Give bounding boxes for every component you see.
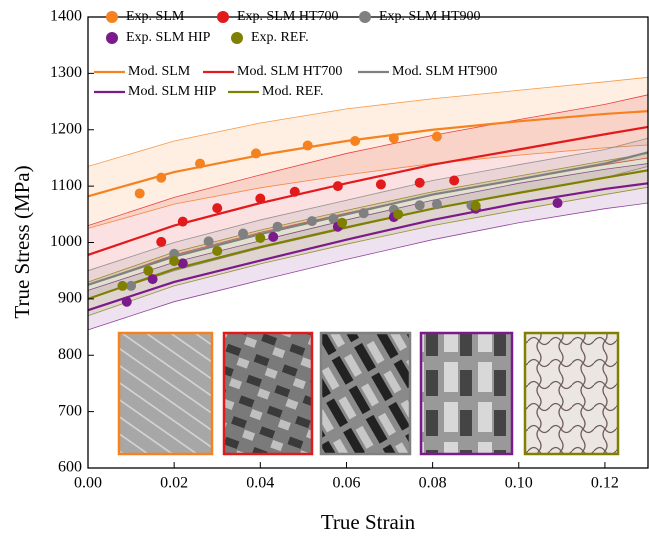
data-point	[415, 200, 425, 210]
x-axis-title: True Strain	[321, 510, 416, 534]
data-point	[178, 217, 188, 227]
legend-marker	[106, 11, 118, 23]
data-point	[122, 297, 132, 307]
y-tick-label: 700	[58, 402, 82, 419]
micrograph	[119, 333, 212, 454]
data-point	[471, 201, 481, 211]
data-point	[148, 274, 158, 284]
data-point	[307, 216, 317, 226]
y-tick-label: 1000	[50, 233, 82, 250]
x-tick-label: 0.00	[74, 475, 102, 492]
data-point	[432, 199, 442, 209]
legend-label: Mod. SLM HT900	[392, 64, 497, 79]
micrograph	[421, 333, 512, 454]
legend-label: Exp. SLM	[126, 9, 185, 24]
x-tick-label: 0.12	[591, 475, 619, 492]
y-tick-label: 600	[58, 459, 82, 476]
data-point	[238, 228, 248, 238]
x-tick-label: 0.06	[332, 475, 360, 492]
legend-label: Exp. REF.	[251, 30, 309, 45]
x-tick-label: 0.08	[419, 475, 447, 492]
y-tick-label: 900	[58, 290, 82, 307]
data-point	[449, 175, 459, 185]
legend-label: Exp. SLM HT900	[379, 9, 481, 24]
y-tick-label: 1400	[50, 8, 82, 25]
data-point	[359, 208, 369, 218]
data-point	[393, 209, 403, 219]
data-point	[156, 173, 166, 183]
micrograph	[525, 333, 618, 454]
x-tick-label: 0.04	[246, 475, 274, 492]
data-point	[195, 159, 205, 169]
chart: True Strain True Stress (MPa) 0.00 0.02 0.…	[0, 0, 649, 539]
x-tick-label: 0.02	[160, 475, 188, 492]
legend-marker	[106, 32, 118, 44]
data-point	[126, 281, 136, 291]
legend-label: Mod. SLM HT700	[237, 64, 342, 79]
plot	[88, 77, 648, 330]
legend-label: Mod. REF.	[262, 84, 324, 99]
data-point	[255, 233, 265, 243]
data-point	[268, 232, 278, 242]
micrograph	[224, 333, 312, 454]
legend-marker	[359, 11, 371, 23]
data-point	[432, 132, 442, 142]
data-point	[273, 222, 283, 232]
legend-label: Exp. SLM HT700	[237, 9, 339, 24]
y-tick-label: 1100	[51, 177, 82, 194]
micrographs	[119, 333, 618, 454]
data-point	[135, 188, 145, 198]
legend-label: Mod. SLM	[128, 64, 191, 79]
data-point	[290, 187, 300, 197]
data-point	[143, 266, 153, 276]
data-point	[251, 148, 261, 158]
data-point	[178, 258, 188, 268]
data-point	[204, 236, 214, 246]
data-point	[156, 237, 166, 247]
legend-label: Exp. SLM HIP	[126, 30, 211, 45]
legend-marker	[231, 32, 243, 44]
data-point	[350, 136, 360, 146]
y-tick-label: 1300	[50, 64, 82, 81]
data-point	[376, 179, 386, 189]
data-point	[337, 218, 347, 228]
data-point	[212, 246, 222, 256]
micrograph	[321, 333, 410, 454]
y-tick-label: 1200	[50, 120, 82, 137]
data-point	[117, 281, 127, 291]
legend-label: Mod. SLM HIP	[128, 84, 217, 99]
legend-marker	[217, 11, 229, 23]
data-point	[553, 198, 563, 208]
y-tick-label: 800	[58, 346, 82, 363]
data-point	[169, 256, 179, 266]
x-tick-label: 0.10	[505, 475, 533, 492]
data-point	[415, 178, 425, 188]
data-point	[333, 181, 343, 191]
data-point	[303, 141, 313, 151]
data-point	[255, 194, 265, 204]
y-axis-title: True Stress (MPa)	[10, 165, 34, 318]
data-point	[212, 203, 222, 213]
data-point	[389, 133, 399, 143]
